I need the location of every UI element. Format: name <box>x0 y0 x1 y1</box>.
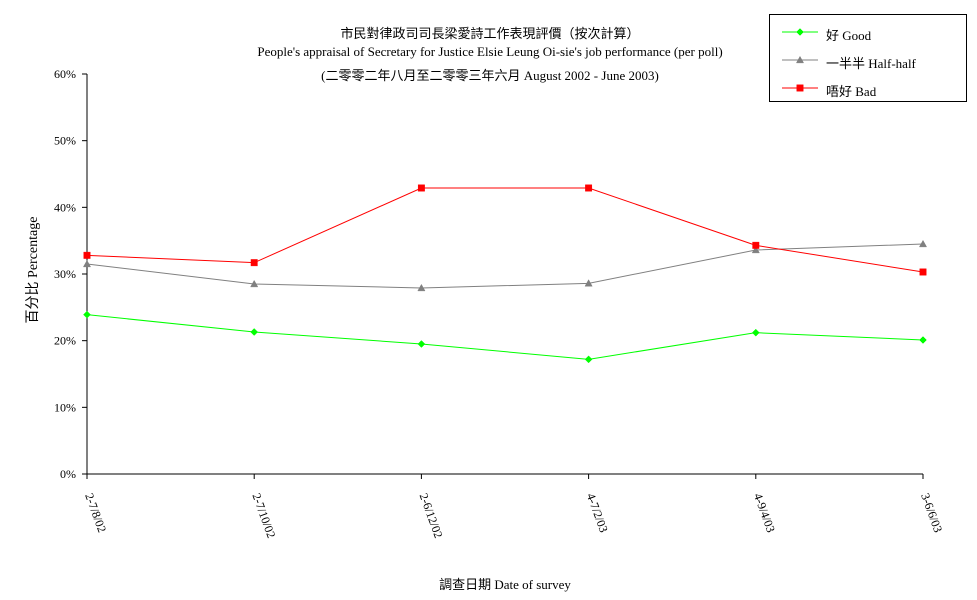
legend-swatch-bad <box>782 84 818 92</box>
legend-marker-bad <box>796 84 804 92</box>
data-point-good <box>584 355 593 364</box>
x-tick-label: 4-7/2/03 <box>584 491 611 534</box>
data-point-good <box>919 336 927 344</box>
data-point-bad <box>83 251 91 259</box>
y-tick-label: 40% <box>54 200 76 214</box>
chart-subtitle: People's appraisal of Secretary for Just… <box>257 44 723 59</box>
legend-label-good: 好 Good <box>826 28 872 43</box>
data-point-good <box>417 340 426 348</box>
data-point-half-half <box>584 279 593 287</box>
x-axis-title: 調查日期 Date of survey <box>439 577 571 592</box>
data-point-half-half <box>250 279 259 288</box>
legend-item-good: 好 Good <box>770 22 966 43</box>
x-tick-label: 4-9/4/03 <box>751 491 778 534</box>
legend-label-half-half: 一半半 Half-half <box>826 56 916 71</box>
data-point-bad <box>752 241 760 249</box>
y-axis-title: 百分比 Percentage <box>26 216 41 324</box>
y-tick-label: 10% <box>54 400 76 414</box>
chart-title: 市民對律政司司長梁愛詩工作表現評價（按次計算） <box>340 26 640 41</box>
x-tick-label: 2-7/10/02 <box>249 491 278 540</box>
data-point-bad <box>919 268 927 276</box>
data-point-good <box>250 328 259 336</box>
series-line-bad <box>86 187 924 273</box>
y-tick-label: 0% <box>60 467 76 481</box>
legend-item-half-half: 一半半 Half-half <box>770 50 966 71</box>
data-point-half-half <box>82 259 92 268</box>
y-tick-label: 50% <box>54 134 76 148</box>
legend-swatch-good <box>782 28 818 36</box>
x-tick-label: 2-7/8/02 <box>82 491 109 534</box>
legend-label-bad: 唔好 Bad <box>826 84 877 99</box>
chart-subtitle-period: (二零零二年八月至二零零三年六月 August 2002 - June 2003… <box>321 68 659 83</box>
x-tick-label: 3-6/6/03 <box>918 491 945 534</box>
y-tick-label: 30% <box>54 267 76 281</box>
x-tick-label: 2-6/12/02 <box>417 491 446 540</box>
y-tick-label: 20% <box>54 334 76 348</box>
legend-marker-half-half <box>795 55 805 64</box>
legend-marker-good <box>796 28 804 36</box>
data-point-bad <box>417 184 425 192</box>
data-point-half-half <box>417 283 426 292</box>
series-line-good <box>86 314 924 360</box>
data-point-half-half <box>751 245 760 254</box>
data-point-bad <box>250 259 258 267</box>
legend: 好 Good 一半半 Half-half 唔好 Bad <box>769 14 967 102</box>
legend-swatch-half-half <box>782 55 818 64</box>
series-line-half-half <box>86 243 924 289</box>
data-point-good <box>83 310 91 319</box>
y-tick-label: 60% <box>54 67 76 81</box>
data-point-bad <box>585 184 593 192</box>
data-point-half-half <box>918 239 928 248</box>
data-point-good <box>751 328 760 337</box>
legend-item-bad: 唔好 Bad <box>770 78 966 99</box>
